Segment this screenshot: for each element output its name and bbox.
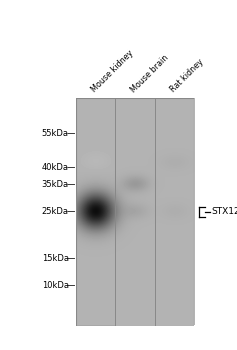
Text: —: — — [66, 163, 75, 172]
Text: 55kDa: 55kDa — [42, 129, 69, 138]
Bar — [115, 98, 155, 326]
Text: 40kDa: 40kDa — [42, 163, 69, 172]
Text: Rat kidney: Rat kidney — [168, 58, 205, 94]
Text: —: — — [66, 254, 75, 263]
Text: Mouse brain: Mouse brain — [129, 53, 170, 94]
Text: 35kDa: 35kDa — [42, 180, 69, 189]
Text: —: — — [66, 180, 75, 189]
Text: —: — — [66, 281, 75, 290]
Bar — [155, 98, 194, 326]
Text: STX12: STX12 — [211, 207, 237, 216]
Text: —: — — [66, 207, 75, 216]
Text: —: — — [66, 129, 75, 138]
Text: 25kDa: 25kDa — [42, 207, 69, 216]
Text: 10kDa: 10kDa — [42, 281, 69, 290]
Text: Mouse kidney: Mouse kidney — [89, 49, 135, 94]
Bar — [76, 98, 115, 326]
Text: 15kDa: 15kDa — [42, 254, 69, 263]
